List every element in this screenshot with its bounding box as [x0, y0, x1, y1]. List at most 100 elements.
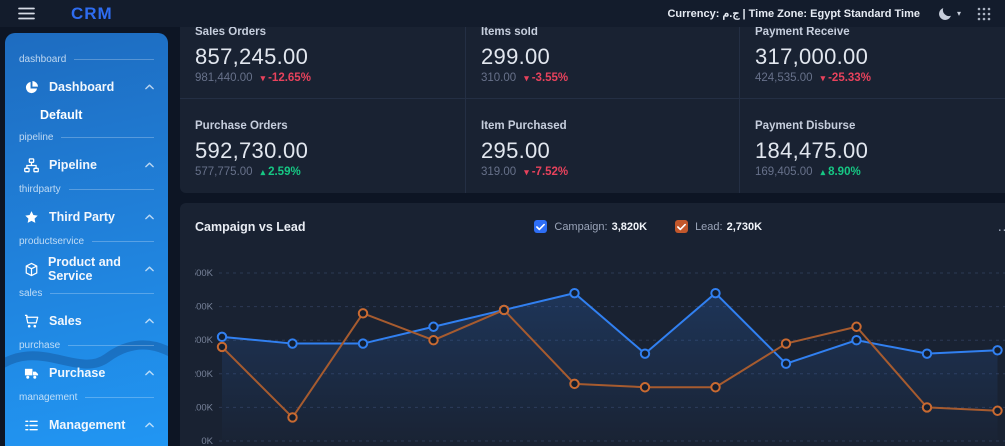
sidebar-item-dashboard[interactable]: Dashboard	[5, 75, 168, 99]
arrow-down-icon: ▾	[524, 73, 529, 83]
line-chart: 0K 100K 200K 300K 400K 500K	[195, 268, 1005, 446]
chevron-up-icon	[145, 214, 154, 220]
pie-chart-icon	[24, 79, 40, 95]
stat-change-badge: ▴ 2.59%	[260, 166, 301, 178]
hamburger-menu-icon[interactable]	[18, 7, 35, 20]
sidebar-item-purchase[interactable]: Purchase	[5, 361, 168, 385]
arrow-up-icon: ▴	[260, 167, 266, 177]
cube-icon	[24, 261, 39, 277]
campaign-data-point[interactable]	[216, 331, 228, 343]
lead-data-point[interactable]	[851, 321, 862, 332]
stat-title: Items sold	[481, 27, 538, 38]
campaign-line	[221, 292, 998, 365]
sitemap-icon	[24, 157, 40, 173]
sidebar-item-product-and-service[interactable]: Product and Service	[5, 255, 168, 283]
legend-label: Lead:	[695, 220, 723, 233]
sidebar-subitem-default[interactable]: Default	[40, 108, 83, 122]
lead-data-point[interactable]	[710, 382, 721, 393]
sidebar-item-third-party[interactable]: Third Party	[5, 205, 168, 229]
stat-value: 317,000.00	[755, 44, 869, 69]
stat-previous-value: 169,405.00	[755, 166, 813, 178]
campaign-data-point[interactable]	[569, 287, 580, 299]
lead-data-point[interactable]	[569, 378, 580, 390]
chart-header: Campaign vs Lead Campaign: 3,820K Lead: 2,7…	[180, 203, 1005, 250]
app-logo[interactable]: CRM	[71, 3, 113, 23]
stat-value: 299.00	[481, 44, 551, 69]
stat-card-payment-receive: Payment Receive 317,000.00 424,535.00 ▾ -25.…	[740, 27, 1005, 99]
legend-total: 3,820K	[611, 220, 648, 233]
lead-data-point[interactable]	[357, 308, 369, 319]
stat-change-badge: ▴ 8.90%	[820, 166, 861, 178]
theme-toggle[interactable]: ▾	[938, 6, 961, 21]
stat-card-payment-disburse: Payment Disburse 184,475.00 169,405.00 ▴ 8.9…	[740, 99, 1005, 193]
sidebar-section-label-management: management	[5, 392, 168, 403]
sidebar-section-label-pipeline: pipeline	[5, 132, 168, 143]
chevron-up-icon	[145, 318, 154, 324]
campaign-data-point[interactable]	[780, 358, 792, 369]
sidebar-item-label: Sales	[49, 314, 82, 328]
stat-card-purchase-orders: Purchase Orders 592,730.00 577,775.00 ▴ 2.59…	[180, 99, 466, 193]
legend-item-lead-[interactable]: Lead: 2,730K	[675, 220, 762, 233]
lead-data-point[interactable]	[780, 338, 792, 349]
stat-value: 295.00	[481, 138, 551, 163]
stat-card-items-sold: Items sold 299.00 310.00 ▾ -3.55%	[466, 27, 740, 99]
moon-icon	[939, 8, 951, 20]
list-icon	[24, 417, 40, 433]
stat-value: 184,475.00	[755, 138, 869, 163]
lead-line	[221, 308, 998, 419]
stat-change-badge: ▾ -7.52%	[524, 166, 569, 178]
stat-title: Payment Disburse	[755, 120, 856, 132]
campaign-data-point[interactable]	[639, 348, 651, 359]
stat-previous-value: 981,440.00	[195, 72, 253, 84]
y-axis-tick-label: 100K	[195, 402, 214, 413]
stat-value: 857,245.00	[195, 44, 309, 69]
lead-data-point[interactable]	[498, 304, 510, 316]
campaign-data-point[interactable]	[992, 345, 1003, 356]
legend-checkbox[interactable]	[534, 220, 548, 233]
stat-card-sales-orders: Sales Orders 857,245.00 981,440.00 ▾ -12.65%	[180, 27, 466, 99]
sidebar-section-label-productservice: productservice	[5, 236, 168, 247]
lead-data-point[interactable]	[428, 335, 439, 346]
campaign-data-point[interactable]	[287, 338, 298, 349]
apps-grid-icon[interactable]	[977, 7, 991, 21]
sidebar-item-label: Product and Service	[48, 255, 121, 283]
y-axis-tick-label: 200K	[195, 369, 214, 380]
topbar: CRM Currency: ج.م | Time Zone: Egypt Sta…	[0, 0, 1005, 27]
main-content: Sales Orders 857,245.00 981,440.00 ▾ -12.65%…	[180, 27, 1005, 446]
y-axis-tick-label: 400K	[195, 302, 214, 313]
legend-item-campaign-[interactable]: Campaign: 3,820K	[534, 220, 647, 233]
sidebar: dashboard Dashboard Default pipeline Pipelin…	[5, 33, 168, 446]
stat-previous-value: 319.00	[481, 166, 517, 178]
arrow-down-icon: ▾	[260, 73, 266, 83]
sidebar-item-pipeline[interactable]: Pipeline	[5, 153, 168, 177]
lead-data-point[interactable]	[216, 341, 228, 353]
arrow-up-icon: ▴	[820, 167, 826, 177]
stat-card-item-purchased: Item Purchased 295.00 319.00 ▾ -7.52%	[466, 99, 740, 193]
arrow-down-icon: ▾	[820, 73, 826, 83]
lead-data-point[interactable]	[639, 382, 651, 393]
campaign-data-point[interactable]	[357, 338, 369, 349]
legend-total: 2,730K	[726, 220, 763, 233]
stat-previous-value: 424,535.00	[755, 72, 813, 84]
campaign-data-point[interactable]	[428, 321, 439, 332]
legend-checkbox[interactable]	[675, 220, 689, 233]
arrow-down-icon: ▾	[524, 167, 529, 177]
sidebar-section-label-sales: sales	[5, 288, 168, 299]
campaign-data-point[interactable]	[921, 348, 933, 359]
chart-title: Campaign vs Lead	[195, 219, 306, 234]
sidebar-item-label: Dashboard	[49, 80, 115, 94]
ellipsis-menu-icon[interactable]: …	[991, 219, 1005, 234]
lead-data-point[interactable]	[992, 405, 1003, 416]
lead-data-point[interactable]	[287, 412, 298, 423]
chevron-up-icon	[145, 422, 154, 428]
sidebar-item-management[interactable]: Management	[5, 413, 168, 437]
chevron-up-icon	[145, 162, 154, 168]
campaign-area-fill	[222, 293, 998, 441]
sidebar-item-sales[interactable]: Sales	[5, 309, 168, 333]
campaign-data-point[interactable]	[710, 287, 721, 299]
stat-title: Sales Orders	[195, 27, 266, 38]
sidebar-section-label-thirdparty: thirdparty	[5, 184, 168, 195]
campaign-data-point[interactable]	[851, 335, 862, 346]
lead-data-point[interactable]	[921, 402, 933, 413]
currency-timezone-text: Currency: ج.م | Time Zone: Egypt Standar…	[667, 8, 920, 20]
